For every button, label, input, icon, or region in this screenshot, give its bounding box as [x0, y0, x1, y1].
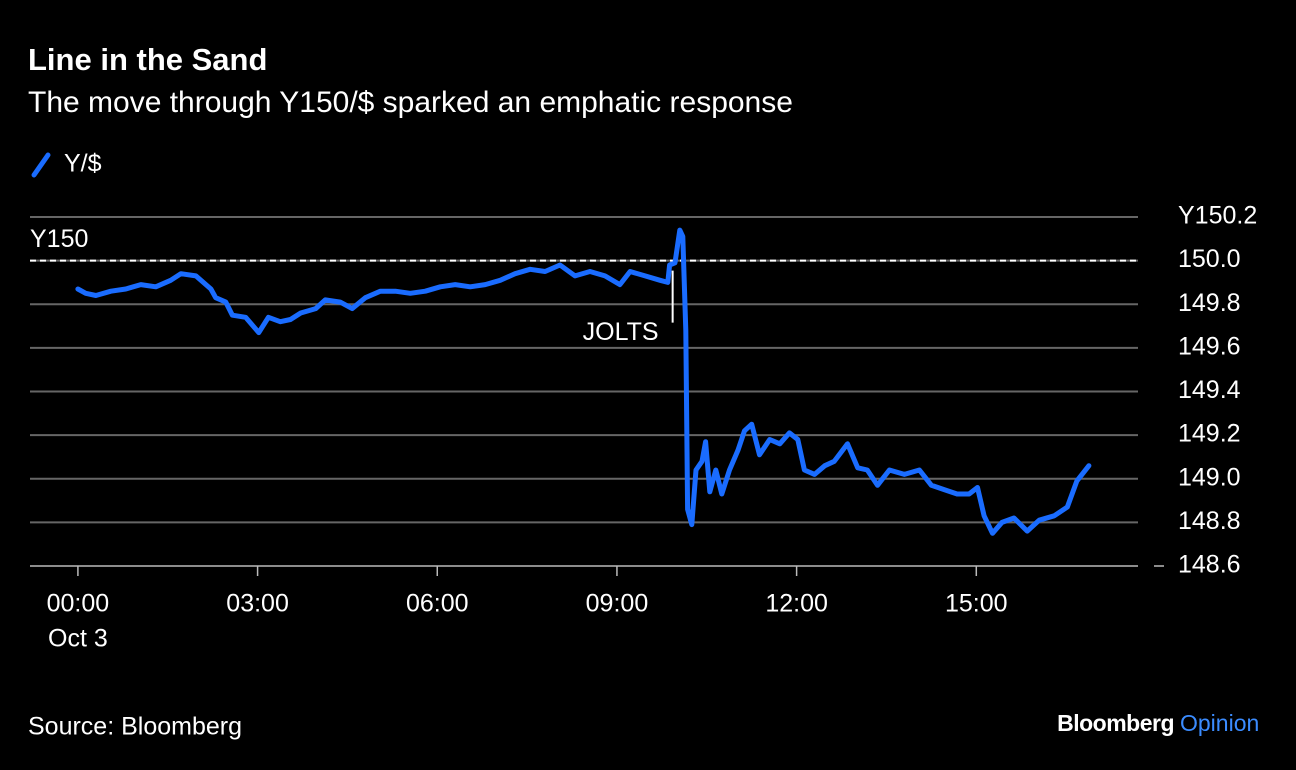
y-tick-label: Y150.2 [1178, 202, 1257, 230]
legend-label: Y/$ [64, 150, 102, 178]
x-tick-label: 00:00 [47, 590, 110, 618]
y-tick-label: 149.8 [1178, 289, 1241, 317]
y-tick-label: 150.0 [1178, 245, 1241, 273]
reference-label: Y150 [30, 225, 88, 253]
annotation-label: JOLTS [583, 318, 659, 346]
brand: Bloomberg [1057, 710, 1174, 736]
chart-subtitle: The move through Y150/$ sparked an empha… [28, 86, 793, 119]
y-tick-label: 148.6 [1178, 551, 1241, 579]
x-tick-label: 06:00 [406, 590, 469, 618]
x-tick-label: 03:00 [226, 590, 289, 618]
data-line [75, 227, 1092, 536]
x-date-label: Oct 3 [48, 625, 108, 653]
x-tick-label: 09:00 [586, 590, 649, 618]
x-tick-label: 12:00 [765, 590, 828, 618]
brand-suffix: Opinion [1180, 710, 1259, 736]
chart-title: Line in the Sand [28, 42, 267, 77]
legend-swatch [31, 152, 51, 178]
y-tick-label: 148.8 [1178, 507, 1241, 535]
y-tick-label: 149.2 [1178, 420, 1241, 448]
y-tick-label: 149.4 [1178, 376, 1241, 404]
source: Source: Bloomberg [28, 713, 242, 741]
y-tick-label: 149.0 [1178, 463, 1241, 491]
y-tick-label: 149.6 [1178, 332, 1241, 360]
x-tick-label: 15:00 [945, 590, 1008, 618]
